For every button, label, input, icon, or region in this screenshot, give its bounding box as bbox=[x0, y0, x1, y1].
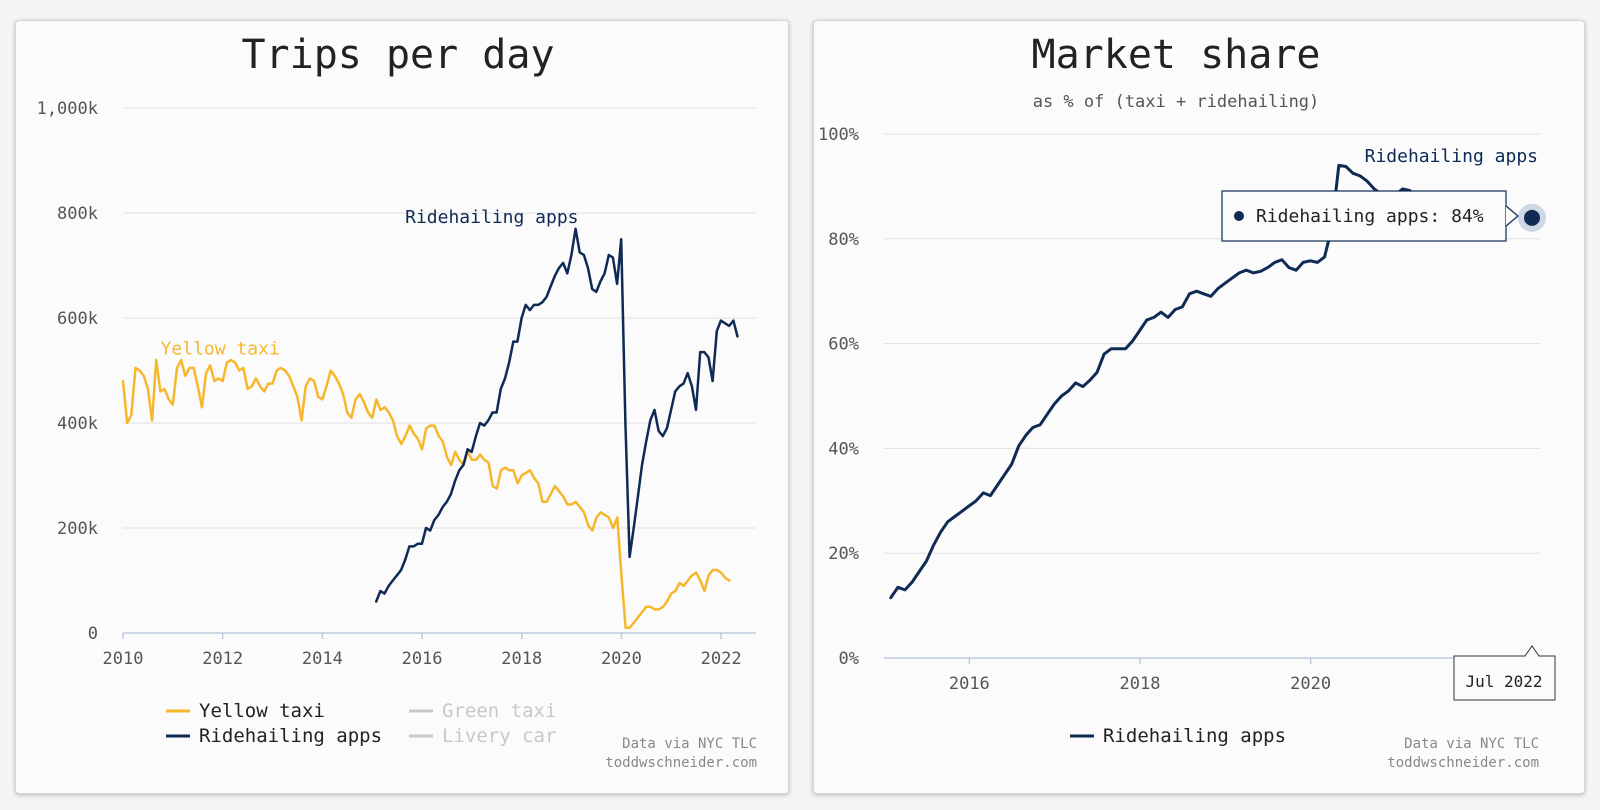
x-tick-label: 2016 bbox=[402, 649, 443, 669]
tooltip-box bbox=[1221, 190, 1507, 242]
y-tick-label: 1,000k bbox=[37, 99, 98, 119]
legend-label[interactable]: Ridehailing apps bbox=[199, 725, 382, 747]
x-tooltip-label: Jul 2022 bbox=[1465, 672, 1542, 691]
legend-label[interactable]: Yellow taxi bbox=[199, 700, 325, 722]
ridehailing-series-line[interactable] bbox=[889, 163, 1511, 600]
source-line-2[interactable]: toddwschneider.com bbox=[605, 755, 757, 771]
x-tick-label: 2014 bbox=[302, 649, 343, 669]
yellow_taxi-series-line[interactable] bbox=[121, 358, 731, 630]
hover-point[interactable] bbox=[1524, 209, 1540, 226]
source-line-1: Data via NYC TLC bbox=[622, 736, 757, 752]
chart-title: Market share bbox=[1032, 32, 1321, 78]
tooltip-bullet bbox=[1234, 211, 1244, 221]
y-tick-label: 0% bbox=[839, 649, 859, 669]
series-annotation-label: Ridehailing apps bbox=[1365, 146, 1538, 167]
legend-label[interactable]: Green taxi bbox=[442, 700, 556, 722]
x-tick-label: 2016 bbox=[949, 674, 990, 694]
y-tick-label: 40% bbox=[828, 439, 859, 459]
y-tick-label: 400k bbox=[57, 414, 98, 434]
chart-title: Trips per day bbox=[241, 32, 554, 78]
y-tick-label: 100% bbox=[818, 125, 859, 145]
legend-item-ridehailing[interactable]: Ridehailing apps bbox=[166, 725, 382, 747]
x-tooltip-box bbox=[1453, 645, 1556, 701]
trips-per-day-chart: Trips per day Data via NYC TLC toddwschn… bbox=[37, 32, 757, 771]
legend-item-ridehailing[interactable]: Ridehailing apps bbox=[1070, 725, 1286, 747]
chart-subtitle: as % of (taxi + ridehailing) bbox=[1033, 92, 1320, 112]
trips-per-day-panel: Trips per day Data via NYC TLC toddwschn… bbox=[15, 20, 789, 794]
tooltip-text: Ridehailing apps: 84% bbox=[1256, 206, 1484, 227]
x-tooltip: Jul 2022 bbox=[1453, 645, 1556, 701]
legend-item-yellow_taxi[interactable]: Yellow taxi bbox=[166, 700, 325, 722]
market-share-chart: Market share as % of (taxi + ridehailing… bbox=[818, 32, 1556, 771]
y-tick-label: 200k bbox=[57, 519, 98, 539]
x-tick-label: 2020 bbox=[1290, 674, 1331, 694]
series-annotation-label: Yellow taxi bbox=[161, 338, 280, 359]
legend-item-green_taxi[interactable]: Green taxi bbox=[409, 700, 556, 722]
source-line-2[interactable]: toddwschneider.com bbox=[1387, 755, 1539, 771]
source-line-1: Data via NYC TLC bbox=[1404, 736, 1539, 752]
legend-label[interactable]: Livery car bbox=[442, 725, 556, 747]
ridehailing-series-line[interactable] bbox=[374, 227, 739, 603]
x-tick-label: 2020 bbox=[601, 649, 642, 669]
y-tick-label: 20% bbox=[828, 544, 859, 564]
y-tick-label: 600k bbox=[57, 309, 98, 329]
y-tick-label: 800k bbox=[57, 204, 98, 224]
tooltip-arrow bbox=[1505, 205, 1519, 227]
y-tick-label: 60% bbox=[828, 335, 859, 355]
x-tick-label: 2012 bbox=[202, 649, 243, 669]
x-tick-label: 2018 bbox=[1119, 674, 1160, 694]
legend-label[interactable]: Ridehailing apps bbox=[1103, 725, 1286, 747]
y-tick-label: 0 bbox=[88, 624, 98, 644]
legend-item-livery[interactable]: Livery car bbox=[409, 725, 556, 747]
series-annotation-label: Ridehailing apps bbox=[405, 207, 578, 228]
tooltip: Ridehailing apps: 84% bbox=[1221, 190, 1519, 242]
x-tick-label: 2010 bbox=[103, 649, 144, 669]
y-tick-label: 80% bbox=[828, 230, 859, 250]
x-tick-label: 2022 bbox=[701, 649, 742, 669]
x-tick-label: 2018 bbox=[501, 649, 542, 669]
market-share-panel: Market share as % of (taxi + ridehailing… bbox=[813, 20, 1585, 794]
